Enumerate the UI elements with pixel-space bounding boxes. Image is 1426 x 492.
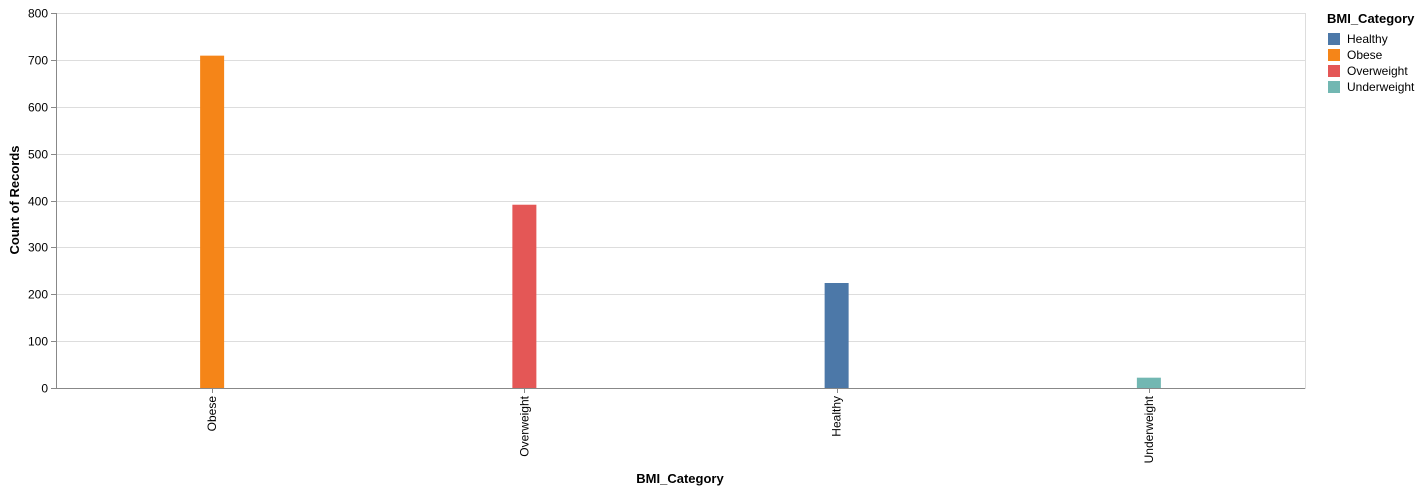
legend-label-overweight: Overweight [1347, 64, 1408, 78]
y-tick-label: 200 [28, 288, 48, 302]
legend-entries: Healthy Obese Overweight Underweight [1328, 32, 1415, 94]
x-tick-label: Healthy [830, 396, 844, 437]
y-tick-label: 300 [28, 241, 48, 255]
bar-healthy [824, 283, 849, 388]
x-tick-label: Obese [205, 396, 219, 432]
legend-swatch-overweight [1328, 65, 1340, 77]
y-tick-label: 600 [28, 101, 48, 115]
x-tick-label: Underweight [1142, 395, 1156, 463]
bar-obese [200, 55, 225, 388]
grid-lines [56, 13, 1305, 389]
legend-label-obese: Obese [1347, 48, 1383, 62]
x-axis: Obese Overweight Healthy Underweight [56, 388, 1305, 463]
bar-overweight [512, 204, 537, 388]
legend-swatch-healthy [1328, 33, 1340, 45]
y-tick-label: 100 [28, 335, 48, 349]
x-tick-label: Overweight [517, 395, 531, 456]
y-axis: 0 100 200 300 400 500 600 700 800 [28, 7, 57, 396]
y-tick-label: 800 [28, 7, 48, 21]
bars [200, 55, 1161, 388]
x-axis-title: BMI_Category [636, 471, 724, 486]
legend-label-healthy: Healthy [1347, 32, 1388, 46]
y-tick-label: 500 [28, 148, 48, 162]
legend-swatch-obese [1328, 49, 1340, 61]
legend-label-underweight: Underweight [1347, 80, 1415, 94]
plot-area: 0 100 200 300 400 500 600 700 800 Obese Overweigh… [28, 7, 1306, 463]
legend-title: BMI_Category [1327, 11, 1415, 26]
bar-underweight [1136, 377, 1161, 388]
y-tick-label: 700 [28, 54, 48, 68]
y-axis-title: Count of Records [7, 145, 22, 254]
legend-swatch-underweight [1328, 81, 1340, 93]
y-tick-label: 0 [41, 382, 48, 396]
y-tick-label: 400 [28, 195, 48, 209]
legend: BMI_Category Healthy Obese Overweight Under… [1327, 11, 1415, 94]
